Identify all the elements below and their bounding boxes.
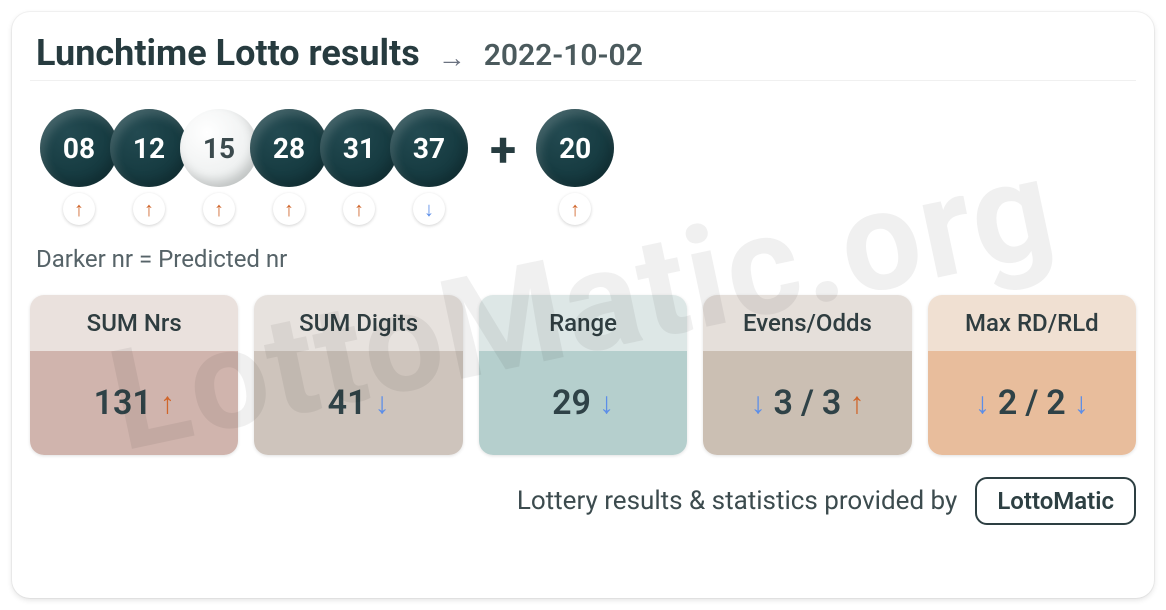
stat-number: 3 xyxy=(822,383,841,423)
arrow-down-icon: ↓ xyxy=(599,386,614,421)
stat-label: SUM Digits xyxy=(254,295,462,351)
ball-3: 28 ↑ xyxy=(250,109,328,225)
slash: / xyxy=(1025,383,1038,423)
stat-value: ↓2/2↓ xyxy=(928,351,1136,455)
stat-label: Max RD/RLd xyxy=(928,295,1136,351)
bonus-ball: 20 ↑ xyxy=(536,109,614,225)
stat-number: 3 xyxy=(774,383,793,423)
stat-card: Max RD/RLd↓2/2↓ xyxy=(928,295,1136,455)
ball-0: 08 ↑ xyxy=(40,109,118,225)
stat-value: 131↑ xyxy=(30,351,238,455)
header: Lunchtime Lotto results → 2022-10-02 xyxy=(30,24,1136,81)
footer-text: Lottery results & statistics provided by xyxy=(517,486,958,516)
stat-number: 131 xyxy=(94,383,152,423)
stat-label: Range xyxy=(479,295,687,351)
stat-label: Evens/Odds xyxy=(703,295,911,351)
arrow-down-icon: ↓ xyxy=(975,386,990,421)
page-title: Lunchtime Lotto results xyxy=(36,32,420,74)
arrow-down-icon: ↓ xyxy=(1074,386,1089,421)
plus-icon: + xyxy=(490,109,516,178)
stat-card: Evens/Odds↓3/3↑ xyxy=(703,295,911,455)
stat-card: Range29↓ xyxy=(479,295,687,455)
brand-badge: LottoMatic xyxy=(975,477,1136,525)
stat-card: SUM Nrs131↑ xyxy=(30,295,238,455)
ball: 31 xyxy=(320,109,398,187)
ball: 37 xyxy=(390,109,468,187)
stat-card: SUM Digits41↓ xyxy=(254,295,462,455)
slash: / xyxy=(801,383,814,423)
ball-2: 15 ↑ xyxy=(180,109,258,225)
ball-5: 37 ↓ xyxy=(390,109,468,225)
results-card: LottoMatic.org Lunchtime Lotto results →… xyxy=(12,12,1154,598)
stat-value: 29↓ xyxy=(479,351,687,455)
arrow-up-icon: ↑ xyxy=(273,193,305,225)
stat-value: 41↓ xyxy=(254,351,462,455)
arrow-down-icon: ↓ xyxy=(751,386,766,421)
stats-row: SUM Nrs131↑SUM Digits41↓Range29↓Evens/Od… xyxy=(30,295,1136,455)
ball: 15 xyxy=(180,109,258,187)
arrow-up-icon: ↑ xyxy=(849,386,864,421)
stat-label: SUM Nrs xyxy=(30,295,238,351)
stat-number: 2 xyxy=(1046,383,1065,423)
footer: Lottery results & statistics provided by… xyxy=(30,477,1136,525)
ball-1: 12 ↑ xyxy=(110,109,188,225)
ball: 28 xyxy=(250,109,328,187)
legend-text: Darker nr = Predicted nr xyxy=(30,245,1136,273)
stat-number: 29 xyxy=(552,383,591,423)
ball-4: 31 ↑ xyxy=(320,109,398,225)
arrow-down-icon: ↓ xyxy=(375,386,390,421)
result-date: 2022-10-02 xyxy=(484,38,643,73)
stat-value: ↓3/3↑ xyxy=(703,351,911,455)
arrow-up-icon: ↑ xyxy=(559,193,591,225)
arrow-up-icon: ↑ xyxy=(63,193,95,225)
arrow-up-icon: ↑ xyxy=(160,386,175,421)
ball: 08 xyxy=(40,109,118,187)
balls-row: 08 ↑ 12 ↑ 15 ↑ 28 ↑ 31 ↑ 37 ↓ +20 ↑ xyxy=(30,109,1136,225)
ball: 20 xyxy=(536,109,614,187)
stat-number: 41 xyxy=(328,383,367,423)
arrow-up-icon: ↑ xyxy=(203,193,235,225)
stat-number: 2 xyxy=(998,383,1017,423)
arrow-up-icon: ↑ xyxy=(133,193,165,225)
arrow-up-icon: ↑ xyxy=(343,193,375,225)
arrow-down-icon: ↓ xyxy=(413,193,445,225)
arrow-right-icon: → xyxy=(438,41,466,74)
ball: 12 xyxy=(110,109,188,187)
